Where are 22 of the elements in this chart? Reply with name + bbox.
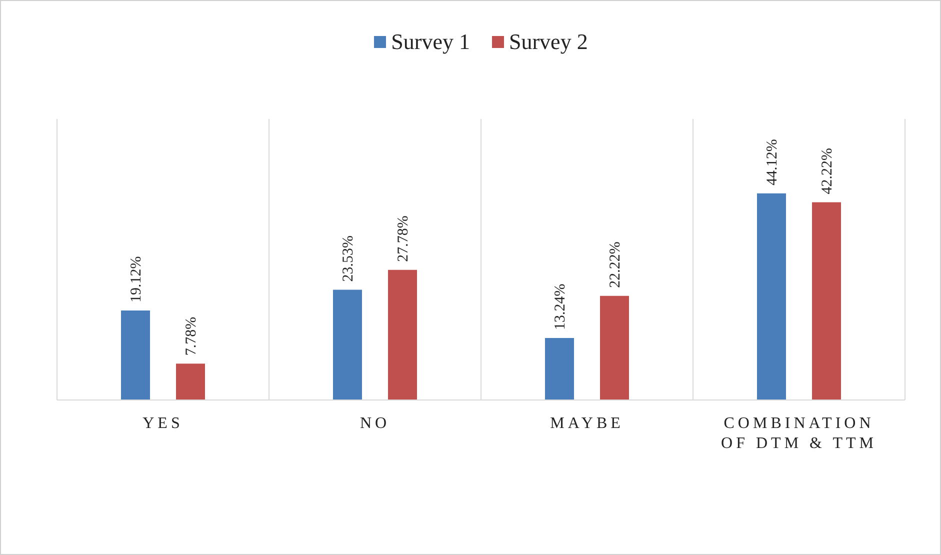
data-label: 44.12% (764, 139, 780, 186)
data-label: 13.24% (552, 284, 568, 330)
legend-label: Survey 2 (509, 29, 588, 55)
data-label: 23.53% (340, 236, 356, 282)
x-tick-label: COMBINATION OF DTM & TTM (721, 415, 877, 452)
x-tick-label: MAYBE (550, 415, 624, 432)
bar (600, 296, 629, 400)
data-label: 42.22% (820, 148, 836, 194)
bar (388, 270, 417, 400)
bar (757, 193, 786, 400)
bar (812, 202, 841, 400)
data-label: 19.12% (128, 256, 144, 302)
bar (176, 364, 205, 400)
data-label: 27.78% (396, 216, 412, 262)
x-tick-label: NO (360, 415, 390, 432)
bar (121, 310, 150, 400)
legend-label: Survey 1 (391, 29, 470, 55)
bar (545, 338, 574, 400)
x-tick-label: YES (142, 415, 184, 432)
bar (333, 290, 362, 400)
data-label: 7.78% (184, 316, 200, 356)
data-label: 22.22% (608, 242, 624, 288)
